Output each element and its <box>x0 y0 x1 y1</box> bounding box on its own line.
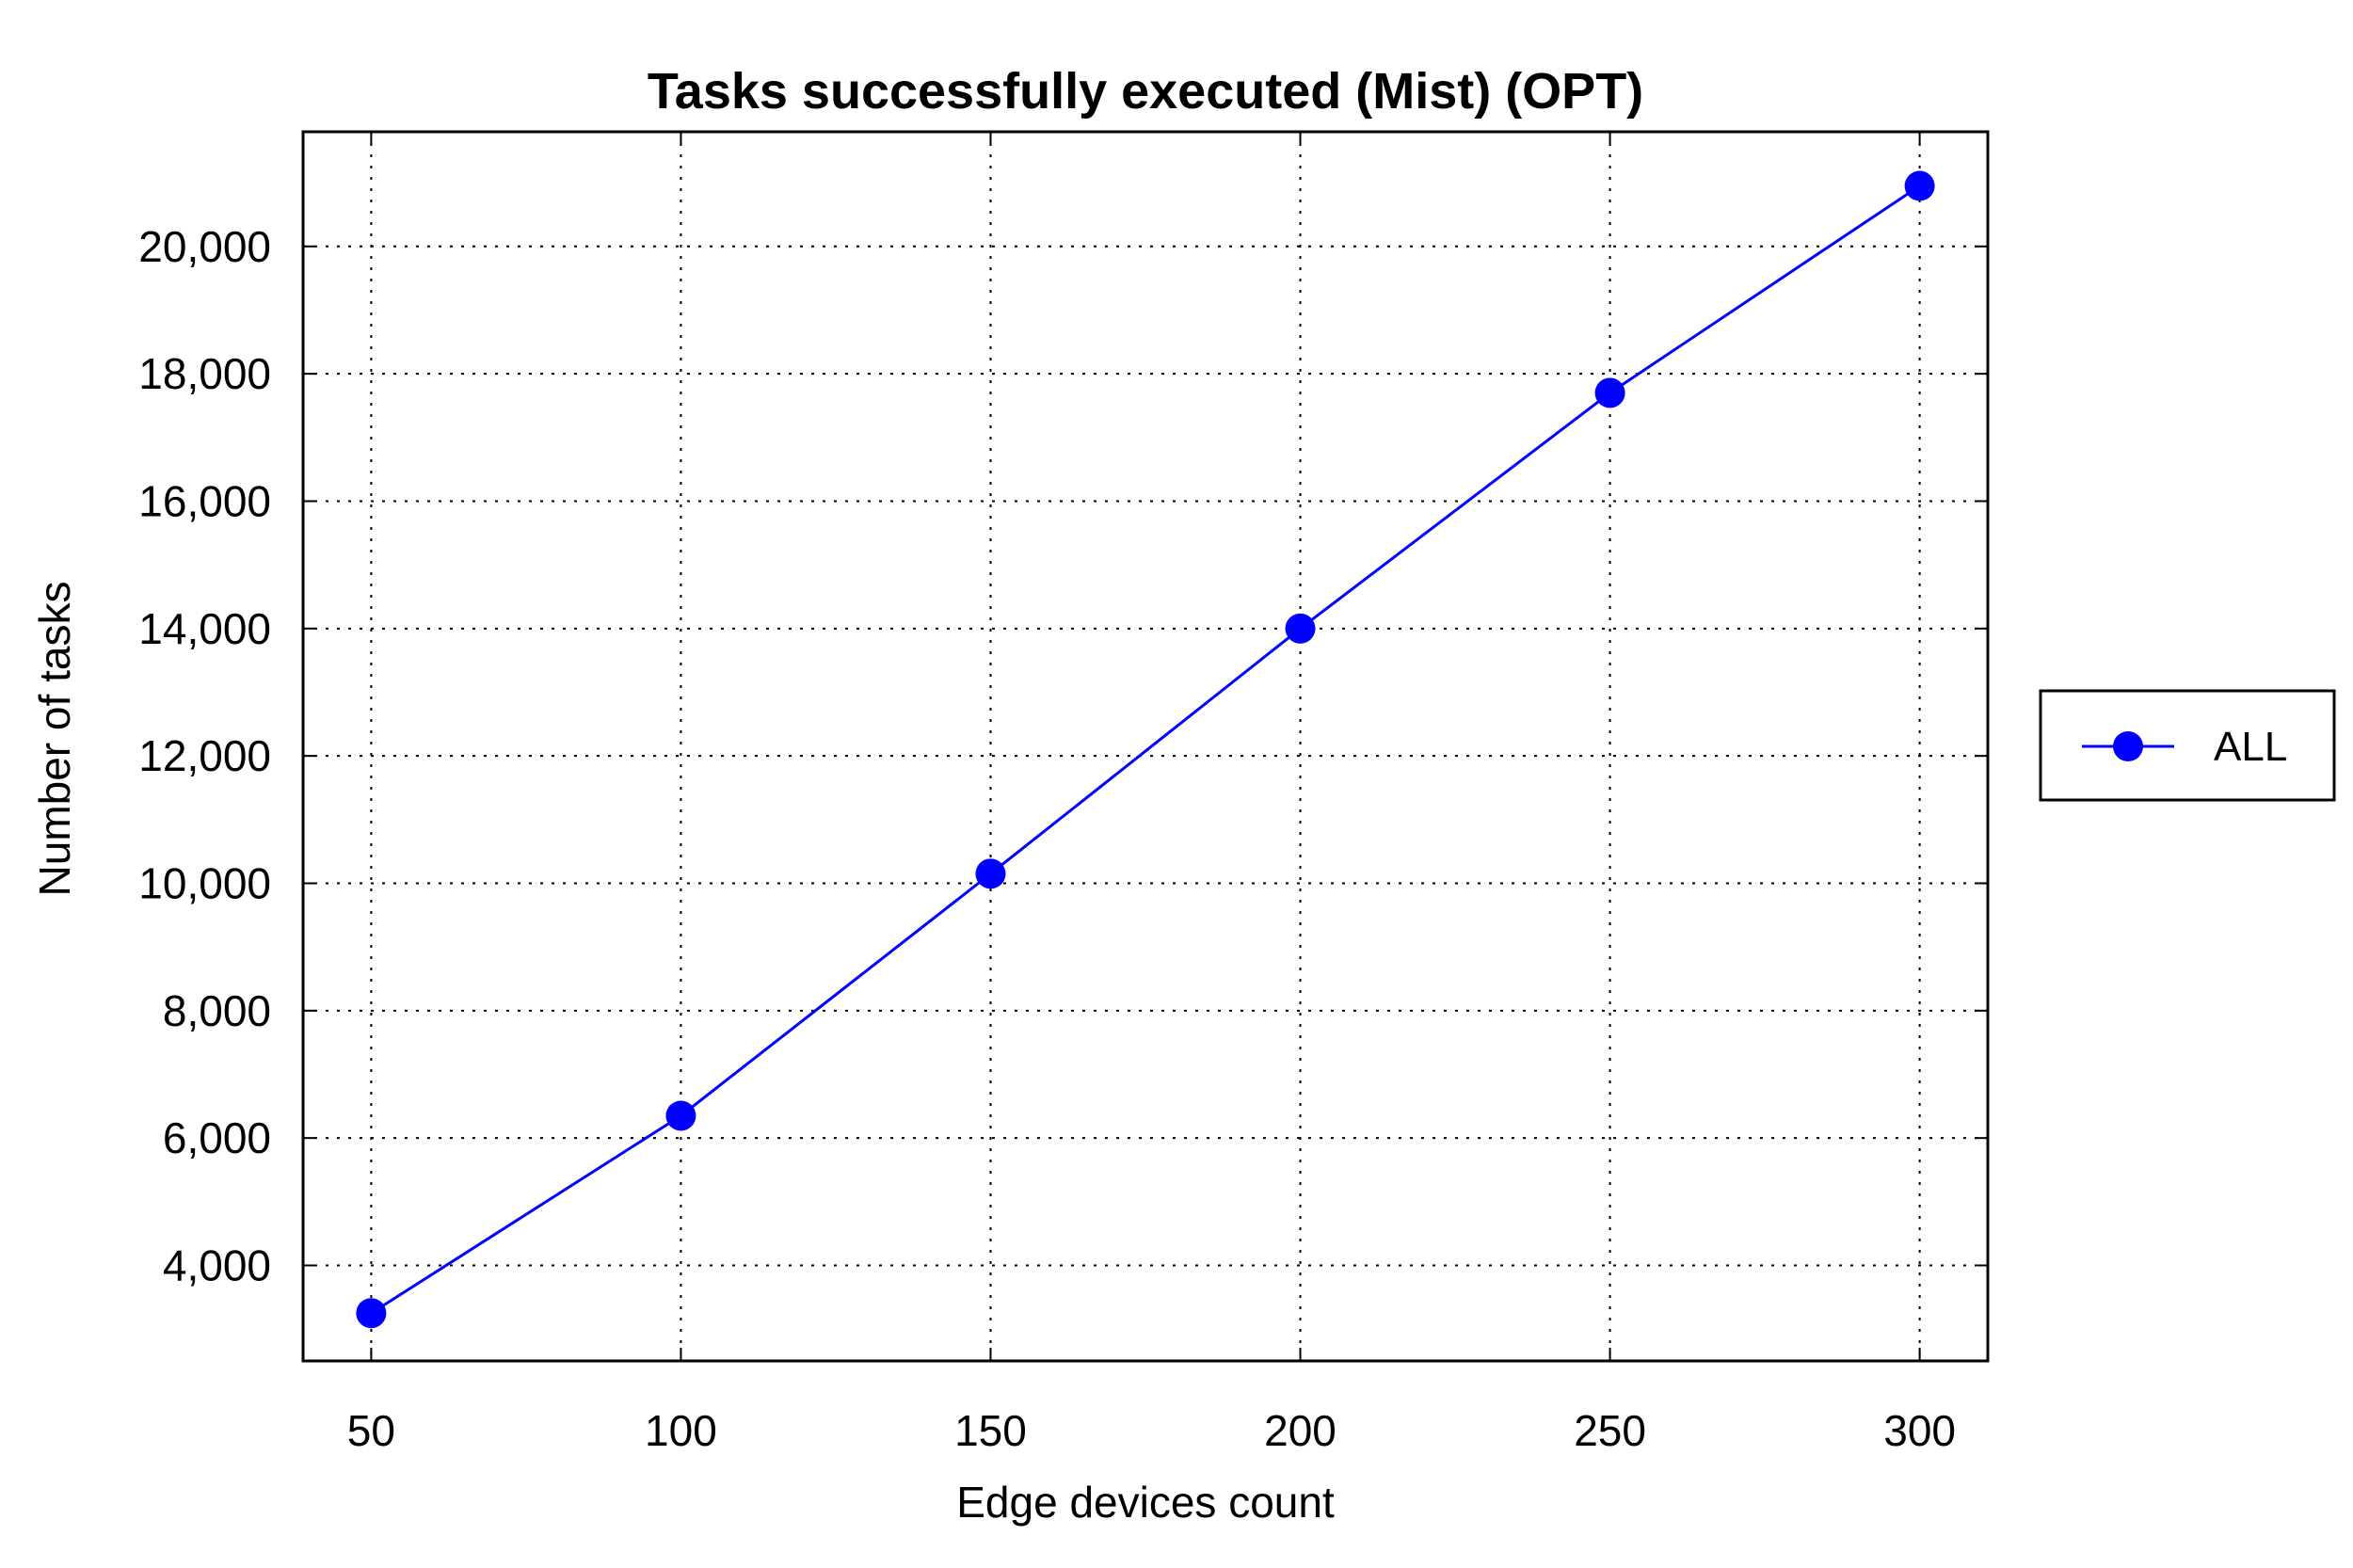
y-axis-tick-labels: 4,000 6,000 8,000 10,000 12,000 14,000 16,000 1… <box>138 222 271 1290</box>
y-tick-label: 14,000 <box>138 604 271 653</box>
y-axis-label: Number of tasks <box>30 582 79 897</box>
grid-layer <box>303 132 1988 1361</box>
x-tick-label: 200 <box>1264 1406 1337 1455</box>
y-tick-label: 20,000 <box>138 222 271 271</box>
legend-label-all: ALL <box>2214 724 2287 770</box>
series-line-all <box>370 184 1921 1315</box>
y-tick-label: 16,000 <box>138 476 271 525</box>
series-layer <box>356 170 1935 1329</box>
data-point <box>1594 377 1625 408</box>
data-point <box>1285 613 1316 644</box>
data-point <box>665 1100 696 1131</box>
y-tick-label: 18,000 <box>138 349 271 398</box>
y-tick-label: 12,000 <box>138 731 271 780</box>
y-tick-label: 4,000 <box>163 1240 271 1289</box>
y-tick-label: 10,000 <box>138 858 271 907</box>
plot-area-frame <box>301 130 1990 1363</box>
x-tick-label: 100 <box>645 1406 717 1455</box>
x-axis-tick-labels: 50 100 150 200 250 300 <box>347 1406 1956 1455</box>
x-tick-label: 50 <box>347 1406 395 1455</box>
x-tick-label: 250 <box>1574 1406 1646 1455</box>
y-tick-label: 6,000 <box>163 1113 271 1162</box>
y-tick-label: 8,000 <box>163 986 271 1035</box>
x-tick-label: 150 <box>954 1406 1027 1455</box>
legend: ALL <box>2039 689 2336 802</box>
data-point <box>975 858 1006 889</box>
legend-marker-all <box>2113 731 2143 761</box>
x-axis-label: Edge devices count <box>956 1478 1335 1527</box>
axis-ticks <box>303 132 1988 1361</box>
data-point <box>1904 170 1935 201</box>
chart-title: Tasks successfully executed (Mist) (OPT) <box>648 63 1643 120</box>
x-tick-label: 300 <box>1883 1406 1956 1455</box>
data-point <box>356 1298 387 1329</box>
